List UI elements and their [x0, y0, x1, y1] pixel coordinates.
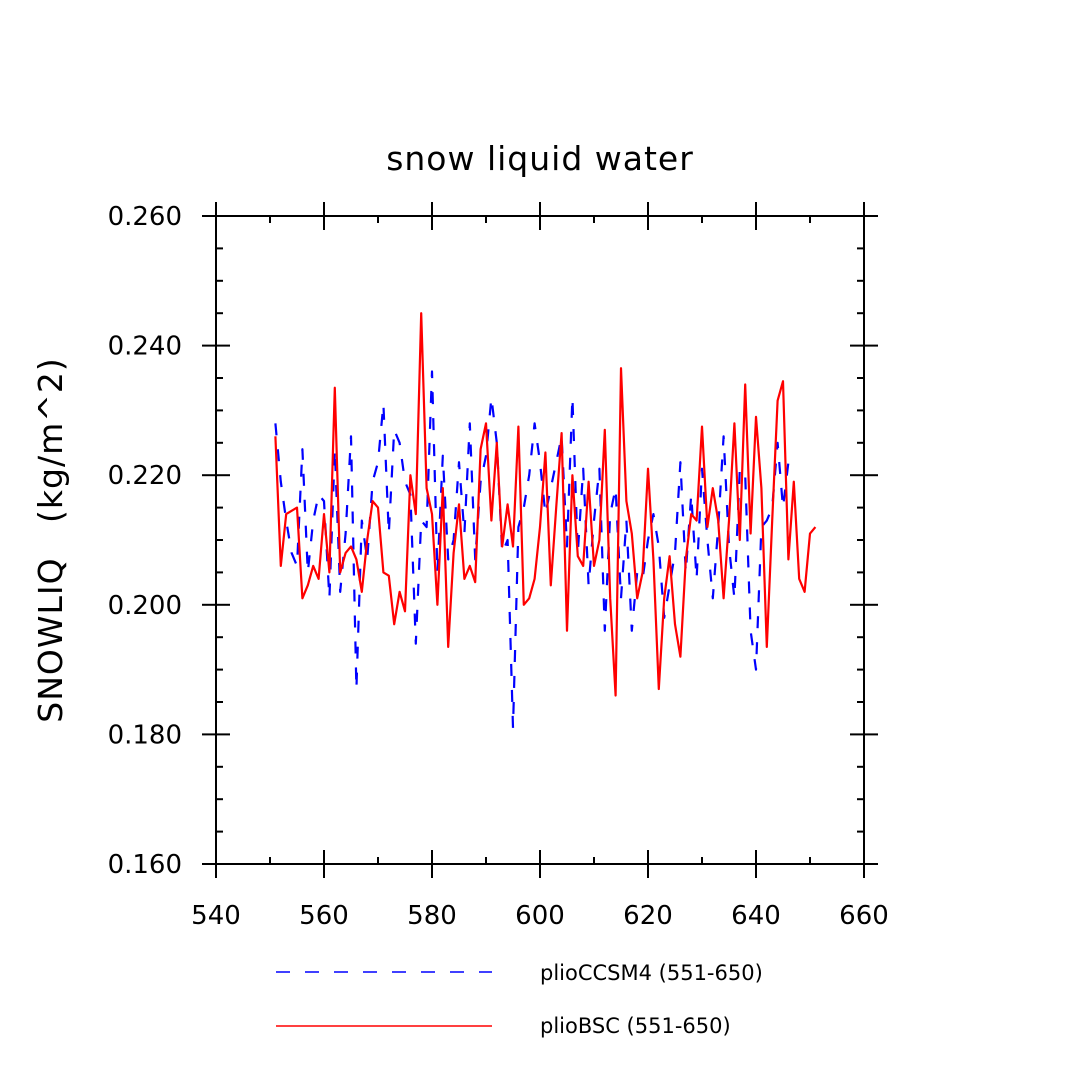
y-tick-label: 0.240	[108, 332, 182, 362]
x-tick-label: 600	[515, 901, 565, 931]
x-tick-label: 620	[623, 901, 673, 931]
y-tick-label: 0.220	[108, 461, 182, 491]
y-tick-label: 0.260	[108, 202, 182, 232]
x-tick-label: 640	[731, 901, 781, 931]
x-tick-label: 660	[839, 901, 889, 931]
series-line-1	[274, 312, 817, 697]
y-axis-label: SNOWLIQ (kg/m^2)	[31, 357, 70, 723]
x-tick-label: 580	[407, 901, 457, 931]
series-layer	[274, 312, 817, 730]
legend-label-pliobsc: plioBSC (551-650)	[540, 1014, 731, 1038]
series-line-0	[274, 370, 790, 730]
y-tick-label: 0.200	[108, 591, 182, 621]
x-tick-label: 560	[299, 901, 349, 931]
legend-label-pliocsm4: plioCCSM4 (551-650)	[540, 961, 763, 985]
y-tick-label: 0.160	[108, 850, 182, 880]
axis-ticks	[202, 202, 878, 878]
y-tick-label: 0.180	[108, 720, 182, 750]
axis-tick-labels: 540 560 580 600 620 640 660 0.160 0.180 0.200 0.22…	[108, 202, 889, 931]
chart-title: snow liquid water	[386, 139, 694, 178]
legend: plioCCSM4 (551-650) plioBSC (551-650)	[276, 961, 763, 1038]
x-tick-label: 540	[191, 901, 241, 931]
